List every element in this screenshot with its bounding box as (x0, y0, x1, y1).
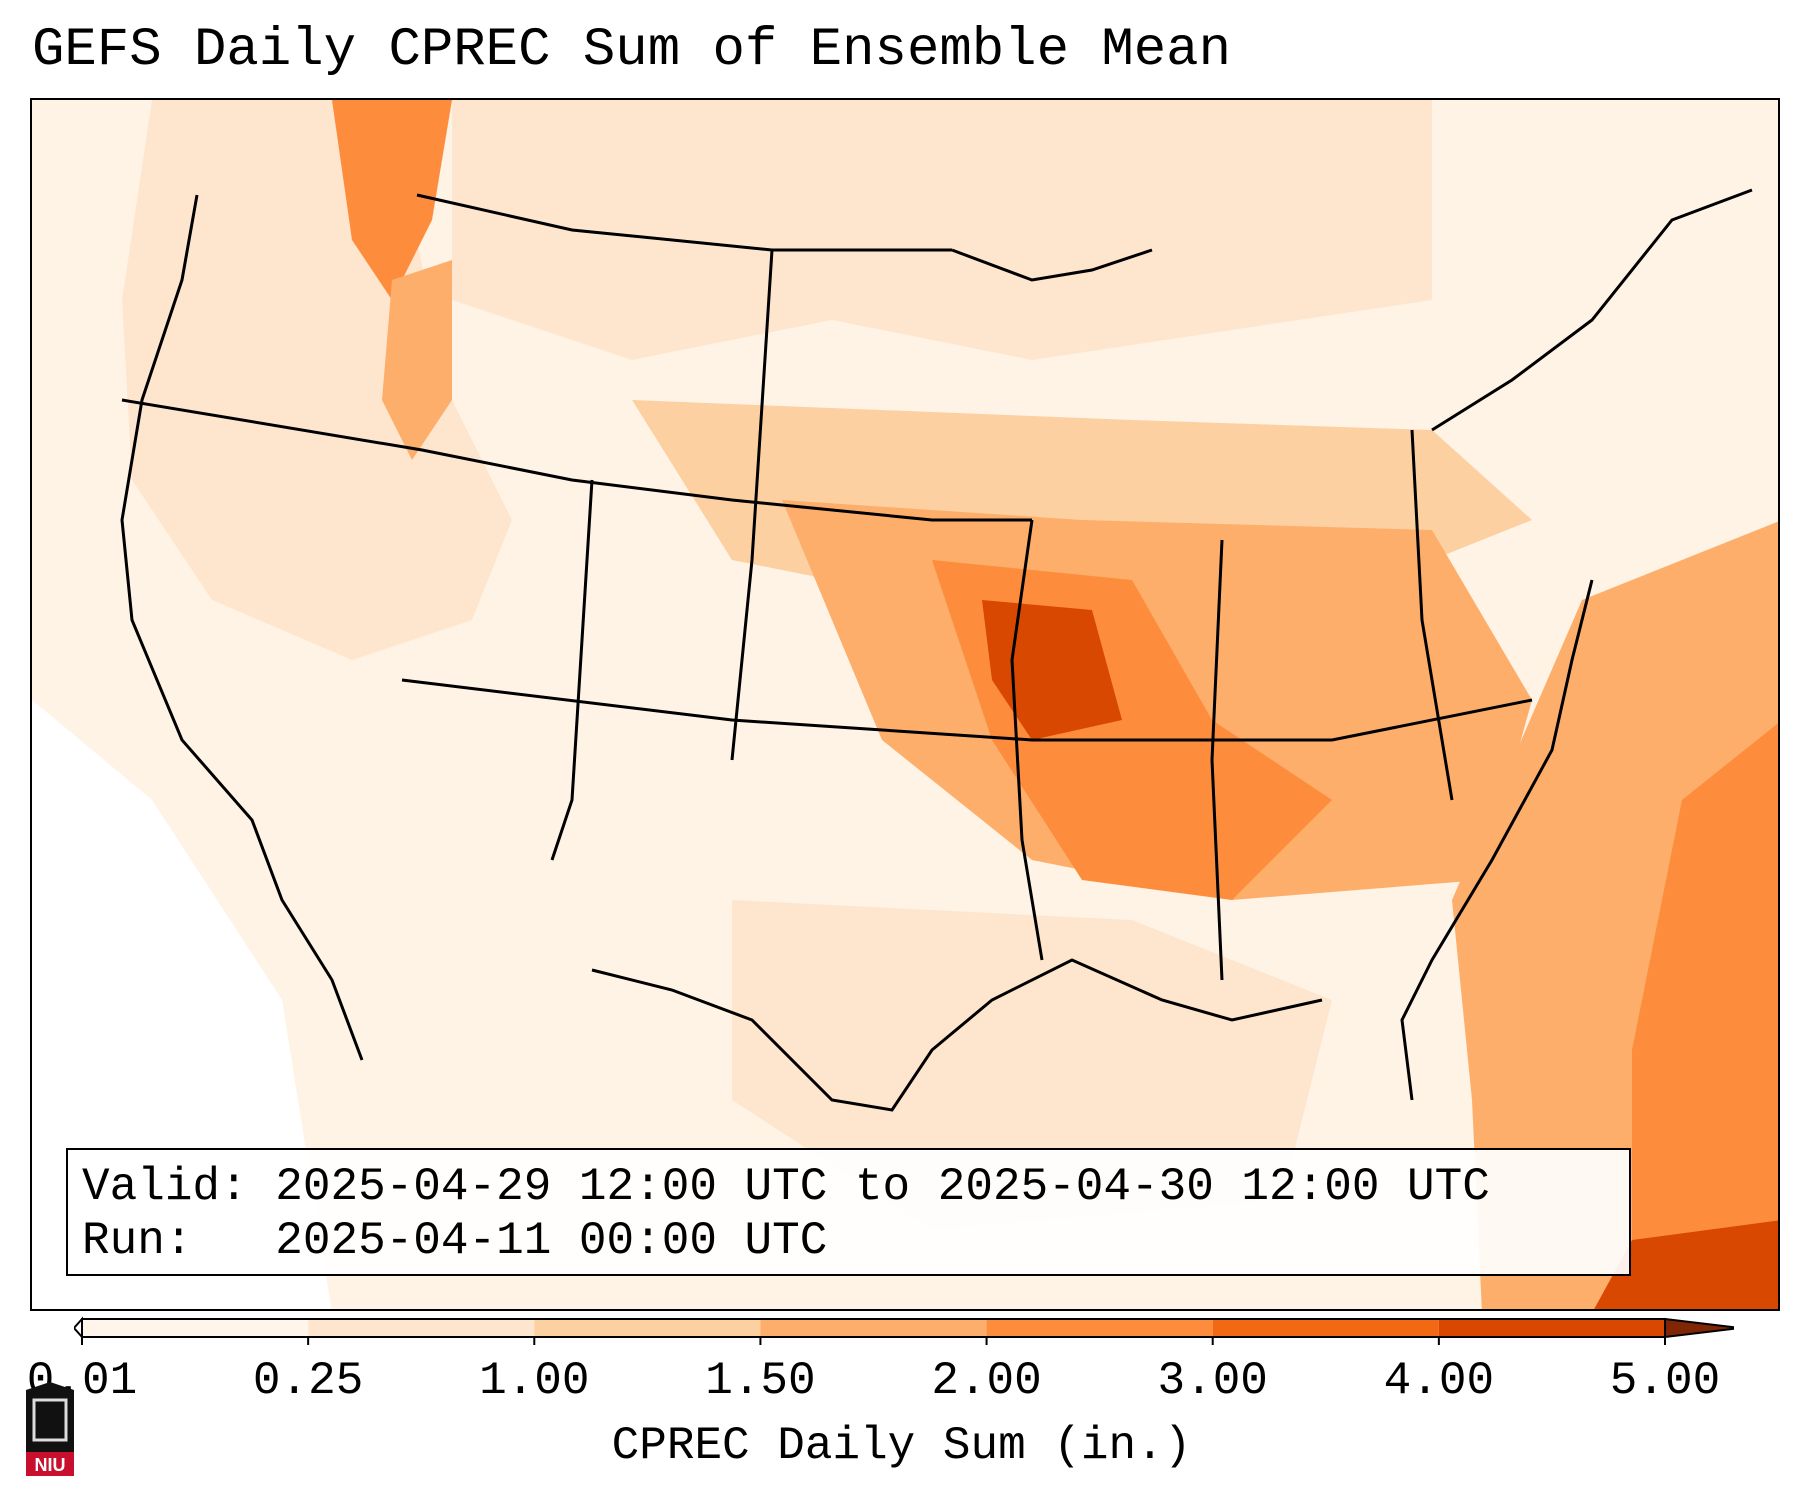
run-value: 2025-04-11 00:00 UTC (275, 1215, 828, 1267)
colorbar-tick-label: 0.25 (252, 1355, 364, 1407)
border-line-6 (1210, 539, 1224, 981)
chart-title: GEFS Daily CPREC Sum of Ensemble Mean (32, 20, 1231, 81)
gulf-coast (591, 958, 1323, 1112)
colorbar-segment (1212, 1319, 1439, 1337)
colorbar-tick-label: 3.00 (1157, 1355, 1268, 1407)
shading-idaho (382, 260, 452, 460)
colorbar-tick-label: 2.00 (931, 1355, 1042, 1407)
colorbar-tick-label: 1.50 (705, 1355, 816, 1407)
colorbar-segment (308, 1319, 535, 1337)
colorbar-segment (986, 1319, 1213, 1337)
colorbar (74, 1316, 1734, 1345)
valid-value: 2025-04-29 12:00 UTC to 2025-04-30 12:00… (275, 1161, 1490, 1213)
us-west-coast (120, 194, 364, 1061)
run-label: Run: (82, 1215, 193, 1267)
shading-washington-max (332, 100, 452, 300)
shading-north (452, 100, 1432, 360)
border-line-2 (401, 678, 1533, 742)
east-coast (1400, 579, 1594, 1101)
shading-gulf (732, 900, 1332, 1230)
colorbar-label: CPREC Daily Sum (in.) (611, 1420, 1192, 1472)
canada-border-west (416, 193, 952, 252)
precipitation-map (32, 100, 1778, 1309)
colorbar-segment (760, 1319, 987, 1337)
border-line-1 (121, 398, 1032, 522)
shading-atlantic-strong (1632, 723, 1778, 1309)
colorbar-tick-label: 1.00 (479, 1355, 590, 1407)
colorbar-tick-label: 4.00 (1383, 1355, 1495, 1407)
logo-text: NIU (35, 1455, 66, 1475)
colorbar-segment (82, 1319, 309, 1337)
logo-building (32, 1398, 68, 1442)
valid-label: Valid: (82, 1161, 248, 1213)
colorbar-extend-low (74, 1316, 83, 1340)
colorbar-outline (81, 1318, 1666, 1338)
colorbar-segment (534, 1319, 761, 1337)
border-line-5 (1010, 519, 1044, 961)
logo-banner (26, 1452, 74, 1476)
map-panel (30, 98, 1780, 1311)
border-line-7 (1410, 429, 1454, 801)
colorbar-tick-label: 5.00 (1609, 1355, 1721, 1407)
colorbar-extend-high (1664, 1317, 1734, 1339)
valid-run-info-box: Valid: 2025-04-29 12:00 UTC to 2025-04-3… (66, 1148, 1631, 1276)
canada-border-east (1431, 188, 1753, 432)
border-line-3 (550, 479, 594, 861)
coastline-borders (120, 188, 1753, 1112)
colorbar-segment (1438, 1319, 1665, 1337)
niu-logo: NIU (26, 1382, 74, 1476)
canada-border-central (951, 248, 1153, 282)
border-line-4 (730, 249, 774, 761)
shading-caribbean-max (1594, 1220, 1778, 1309)
